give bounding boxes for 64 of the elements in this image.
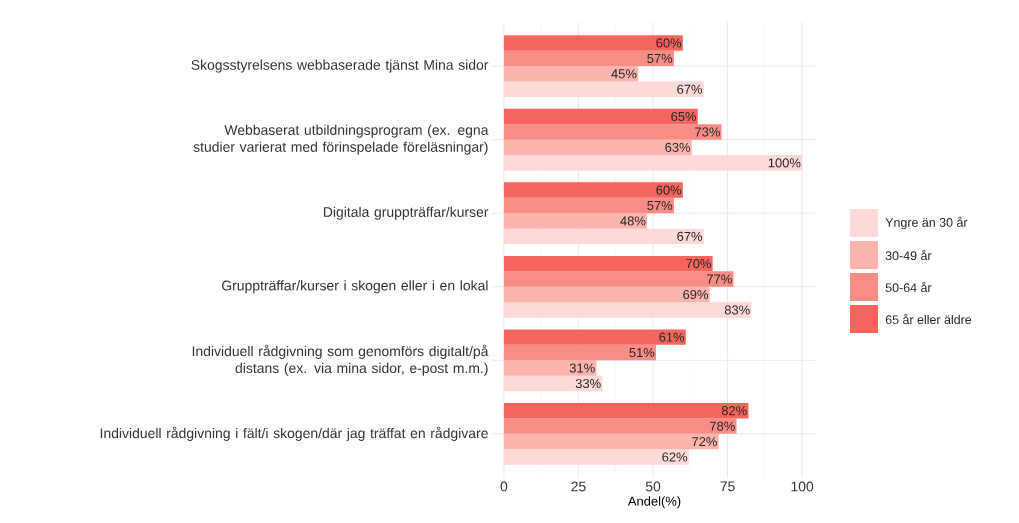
x-tick-label: 75 [720, 481, 735, 492]
x-tick-label: 0 [500, 481, 508, 492]
bar [503, 286, 710, 303]
data-label: 82% [721, 406, 747, 416]
data-label: 69% [683, 289, 709, 300]
data-label: 57% [647, 53, 673, 63]
bar [503, 402, 749, 419]
y-tick-label: Skogsstyrelsens webbaserade tjänst Mina sidor [191, 59, 489, 73]
x-tick-label: 100 [791, 481, 814, 492]
y-tick-label: Gruppträffar/kurser i skogen eller i en lokal [222, 280, 488, 294]
data-label: 65% [671, 111, 697, 122]
data-label: 60% [656, 38, 682, 48]
data-label: 70% [686, 259, 711, 269]
bar [503, 66, 639, 82]
data-label: 67% [677, 84, 703, 94]
bar [503, 213, 648, 229]
y-tick-label: Webbaserat utbildningsprogram (ex. egna studier varierat med förinspelade föreläsningar) [193, 124, 489, 155]
bar [503, 449, 689, 465]
legend-label: 50-64 år [885, 281, 932, 293]
bar [503, 302, 752, 318]
bar [503, 81, 704, 98]
data-label: 61% [659, 332, 685, 342]
bar [503, 329, 686, 345]
data-label: 33% [575, 378, 601, 389]
data-label: 77% [707, 274, 732, 284]
data-label: 78% [710, 421, 735, 431]
legend-label: 65 år eller äldre [885, 313, 972, 325]
y-tick-label: Digitala gruppträffar/kurser [323, 206, 489, 220]
x-axis-title: Andel(%) [627, 496, 681, 509]
bar [503, 124, 722, 140]
bar [503, 255, 713, 272]
data-label: 100% [768, 158, 801, 168]
data-label: 57% [647, 200, 673, 211]
bar [503, 155, 803, 171]
data-label: 83% [724, 305, 750, 315]
y-tick-label: Individuell rådgivning i fält/i skogen/där jag träffat en rådgivare [100, 426, 488, 441]
bar [503, 182, 683, 198]
x-tick-label: 50 [645, 481, 661, 492]
data-label: 60% [656, 185, 682, 195]
data-label: 67% [677, 231, 703, 241]
data-label: 62% [662, 452, 688, 462]
data-label: 45% [611, 69, 637, 79]
bar [503, 344, 656, 361]
bar [503, 433, 719, 450]
data-label: 48% [620, 216, 646, 226]
data-label: 72% [692, 437, 717, 447]
bar [503, 360, 597, 376]
data-label: 51% [629, 348, 655, 358]
data-label: 63% [665, 142, 691, 152]
bar [503, 197, 674, 214]
bar [503, 108, 698, 125]
data-label: 31% [569, 363, 595, 373]
bar [503, 271, 734, 287]
data-label: 73% [695, 127, 720, 137]
bar [503, 139, 692, 156]
bar [503, 35, 683, 51]
bar [503, 418, 737, 434]
bar [503, 228, 704, 245]
bar [503, 50, 674, 67]
y-tick-label: Individuell rådgivning som genomförs digitalt/på distans (ex. via mina sidor, e-post m.m.) [192, 344, 489, 376]
x-tick-label: 25 [571, 481, 586, 492]
legend-label: Yngre än 30 år [885, 216, 968, 230]
legend-label: 30-49 år [885, 249, 932, 261]
bar [503, 375, 603, 392]
